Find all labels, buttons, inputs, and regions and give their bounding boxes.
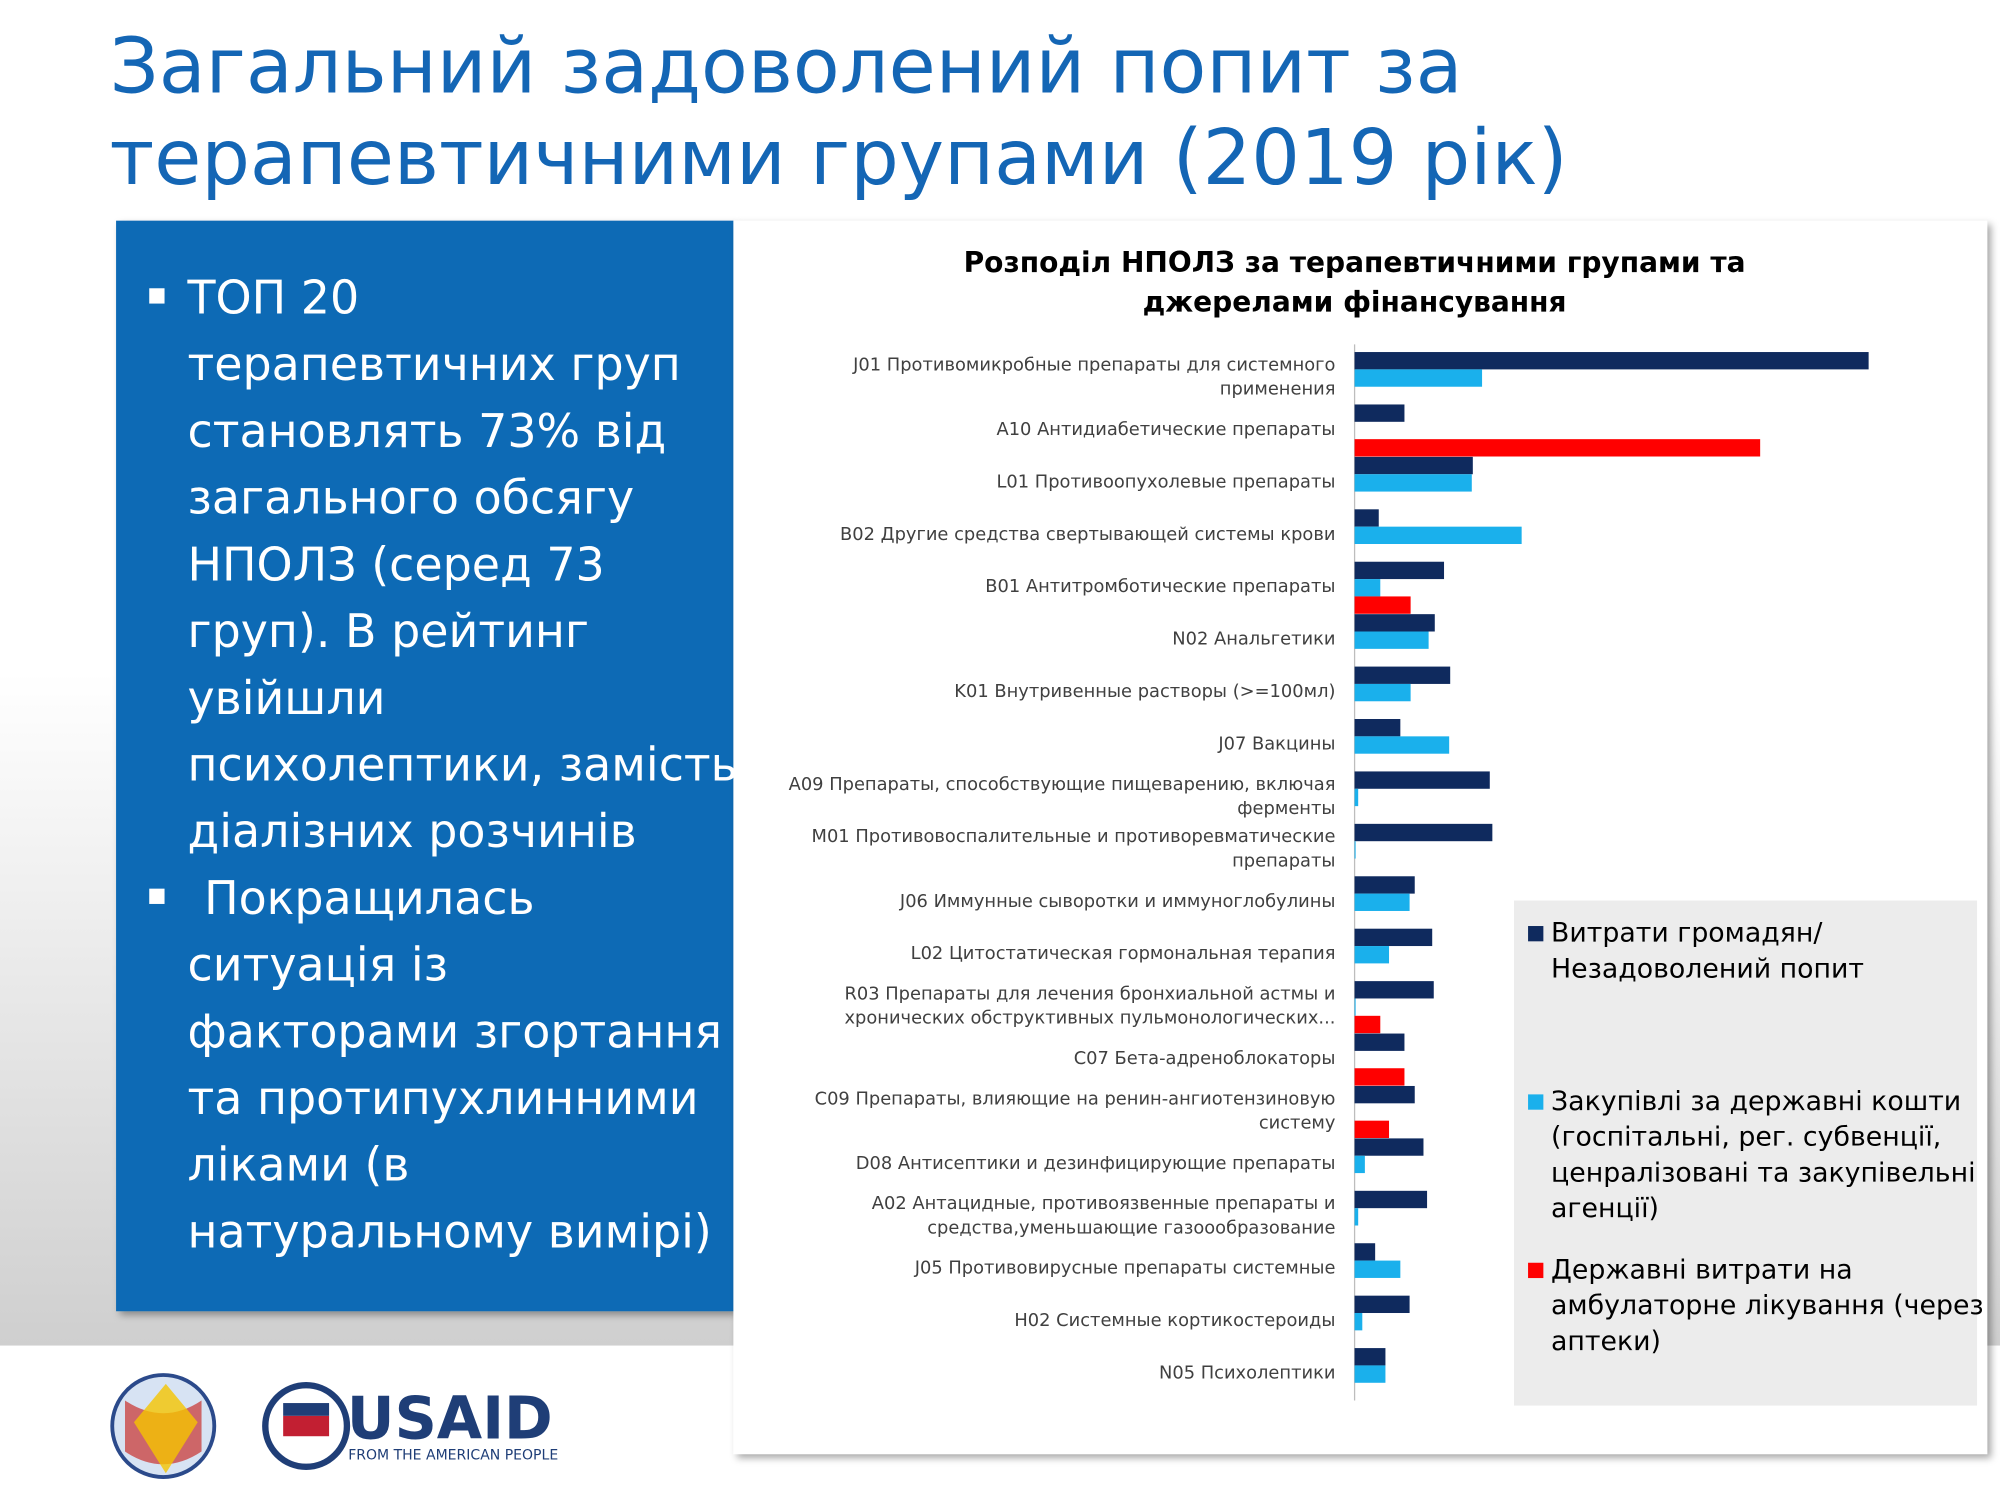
category-label: J07 Вакцины: [1217, 734, 1335, 755]
bar: [1354, 928, 1433, 947]
bullet-marker: [149, 888, 165, 904]
bar: [1354, 1260, 1401, 1278]
bullet-text: груп). В рейтинг: [188, 604, 590, 658]
legend-swatch: [1528, 1094, 1544, 1110]
category-label: J01 Противомикробные препараты для систе…: [852, 354, 1335, 399]
legend-label: Державні витрати на амбулаторне лікування…: [1551, 1254, 1984, 1356]
bar: [1354, 946, 1390, 964]
bar: [1354, 736, 1450, 754]
bar: [1354, 1085, 1415, 1104]
legend-swatch: [1528, 1262, 1544, 1279]
category-label: C09 Препараты, влияющие на ренин-ангиоте…: [815, 1088, 1336, 1133]
category-label: A10 Антидиабетические препараты: [996, 419, 1335, 440]
bar: [1354, 823, 1493, 842]
bar: [1354, 1155, 1365, 1174]
bar: [1354, 614, 1435, 632]
bar: [1354, 893, 1410, 911]
bar: [1354, 876, 1415, 894]
category-label: C07 Бета-адреноблокаторы: [1074, 1048, 1336, 1069]
bar: [1354, 1208, 1359, 1226]
bar: [1354, 1033, 1405, 1051]
bar: [1354, 1068, 1405, 1086]
bar: [1354, 1243, 1376, 1261]
chart-title: Розподіл НПОЛЗ за терапевтичними групами…: [964, 246, 1746, 279]
bar: [1354, 719, 1401, 737]
category-label: H02 Системные кортикостероиды: [1014, 1310, 1335, 1331]
logo-seal: [110, 1373, 351, 1479]
bullet-text: факторами згортання: [188, 1004, 723, 1058]
bar: [1354, 1190, 1428, 1209]
category-label: B02 Другие средства свертывающей системы…: [840, 524, 1335, 545]
text-panel: [116, 220, 734, 1312]
bullet-text: ТОП 20: [187, 271, 360, 325]
legend-swatch: [1528, 926, 1544, 942]
bar: [1354, 1313, 1363, 1331]
category-label: J05 Противовирусные препараты системные: [914, 1258, 1336, 1279]
bullet-marker: [149, 288, 165, 304]
category-label: M01 Противовоспалительные и противоревма…: [812, 826, 1336, 871]
bar: [1354, 1120, 1390, 1139]
bullet-text: НПОЛЗ (серед 73: [188, 537, 605, 591]
bar: [1354, 596, 1411, 614]
bar: [1354, 981, 1434, 999]
bar: [1354, 404, 1405, 422]
category-label: N02 Анальгетики: [1172, 629, 1335, 650]
chart-title: джерелами фінансування: [1143, 286, 1567, 319]
bullet-text: та протипухлинними: [188, 1071, 699, 1125]
page-title: терапевтичними групами (2019 рік): [110, 114, 1568, 203]
bullet-text: ситуація із: [188, 938, 449, 992]
category-label: B01 Антитромботические препараты: [985, 576, 1335, 597]
bar: [1354, 1138, 1424, 1156]
bullet-text: ліками (в: [188, 1138, 410, 1192]
bar: [1354, 526, 1522, 545]
legend-box: [1514, 900, 1978, 1406]
page-title: Загальний задоволений попит за: [110, 22, 1463, 111]
category-label: R03 Препараты для лечения бронхиальной а…: [844, 984, 1335, 1029]
bullet-text: натуральному вимірі): [188, 1204, 712, 1258]
bar: [1354, 1015, 1381, 1034]
bar: [1354, 666, 1451, 684]
bullet-text: увійшли: [188, 671, 386, 725]
category-label: L02 Цитостатическая гормональная терапия: [911, 943, 1336, 964]
bar: [1354, 683, 1411, 702]
bullet-text: діалізних розчинів: [188, 804, 637, 858]
bar: [1354, 352, 1869, 370]
bar: [1354, 1365, 1386, 1383]
legend-label: Витрати громадян/Незадоволений попит: [1551, 917, 1864, 984]
category-label: K01 Внутривенные растворы (>=100мл): [954, 681, 1335, 702]
bullet-text: психолептики, замість: [188, 737, 738, 791]
bar: [1354, 579, 1381, 597]
bullet-text: Покращилась: [204, 871, 534, 925]
bar: [1354, 561, 1445, 580]
bar: [1354, 1295, 1410, 1314]
category-label: D08 Антисептики и дезинфицирующие препар…: [856, 1153, 1336, 1174]
category-label: A02 Антацидные, противоязвенные препарат…: [872, 1193, 1336, 1238]
bar: [1354, 631, 1429, 649]
bar: [1354, 456, 1473, 475]
bar: [1354, 439, 1761, 457]
bar: [1354, 474, 1472, 492]
bullet-text: загального обсягу: [188, 471, 635, 525]
bullet-text: терапевтичних груп: [188, 337, 681, 391]
category-label: A09 Препараты, способствующие пищеварени…: [789, 774, 1336, 819]
bar: [1354, 998, 1356, 1016]
bar: [1354, 509, 1379, 527]
bar: [1354, 771, 1490, 789]
bar: [1354, 1348, 1386, 1366]
category-label: L01 Противоопухолевые препараты: [996, 471, 1335, 492]
usaid-tagline: FROM THE AMERICAN PEOPLE: [348, 1447, 558, 1463]
category-label: J06 Иммунные сыворотки и иммуноглобулины: [899, 891, 1336, 912]
bar: [1354, 841, 1356, 859]
legend-label: Закупівлі за державні кошти (госпітальні,…: [1551, 1086, 1976, 1224]
usaid-logo: USAID: [347, 1384, 553, 1452]
bullet-text: становлять 73% від: [188, 404, 667, 458]
bar: [1354, 788, 1359, 807]
bar: [1354, 369, 1483, 387]
category-label: N05 Психолептики: [1159, 1363, 1335, 1384]
